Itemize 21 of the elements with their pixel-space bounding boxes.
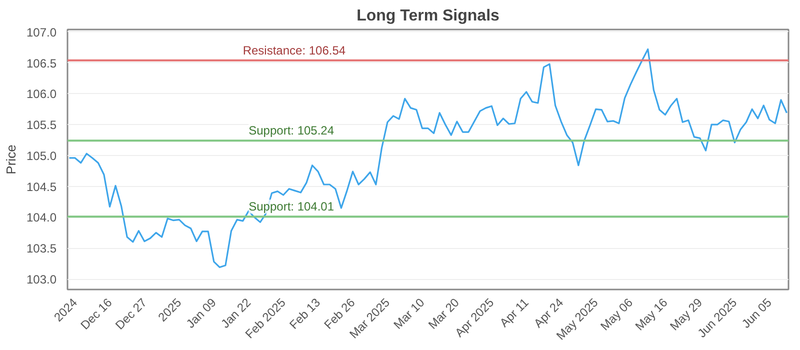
y-tick-label: 105.5 (26, 118, 57, 132)
ref-line-label: Resistance: 106.54 (242, 43, 346, 58)
x-tick-label: Dec 16 (78, 295, 115, 332)
y-tick-label: 106.0 (26, 87, 57, 102)
x-tick-label: Jun 05 (738, 295, 775, 331)
y-tick-label: 104.0 (26, 210, 57, 225)
y-tick-label: 106.5 (26, 56, 57, 70)
chart-title: Long Term Signals (356, 8, 500, 24)
ref-line-label: Support: 105.24 (248, 124, 334, 138)
y-tick-label: 105.0 (26, 148, 57, 163)
x-tick-label: Jan 09 (183, 295, 220, 331)
y-tick-label: 103.0 (26, 272, 57, 286)
y-tick-label: 107.0 (26, 25, 57, 40)
y-tick-label: 103.5 (26, 242, 57, 256)
x-tick-label: Dec 27 (112, 295, 150, 332)
x-tick-label: Feb 13 (286, 295, 324, 332)
x-tick-label: Mar 10 (390, 295, 428, 332)
y-axis-title: Price (3, 144, 18, 174)
y-tick-label: 104.5 (26, 180, 57, 194)
ref-line-label: Support: 104.01 (248, 200, 334, 214)
x-tick-label: Apr 11 (497, 295, 532, 330)
